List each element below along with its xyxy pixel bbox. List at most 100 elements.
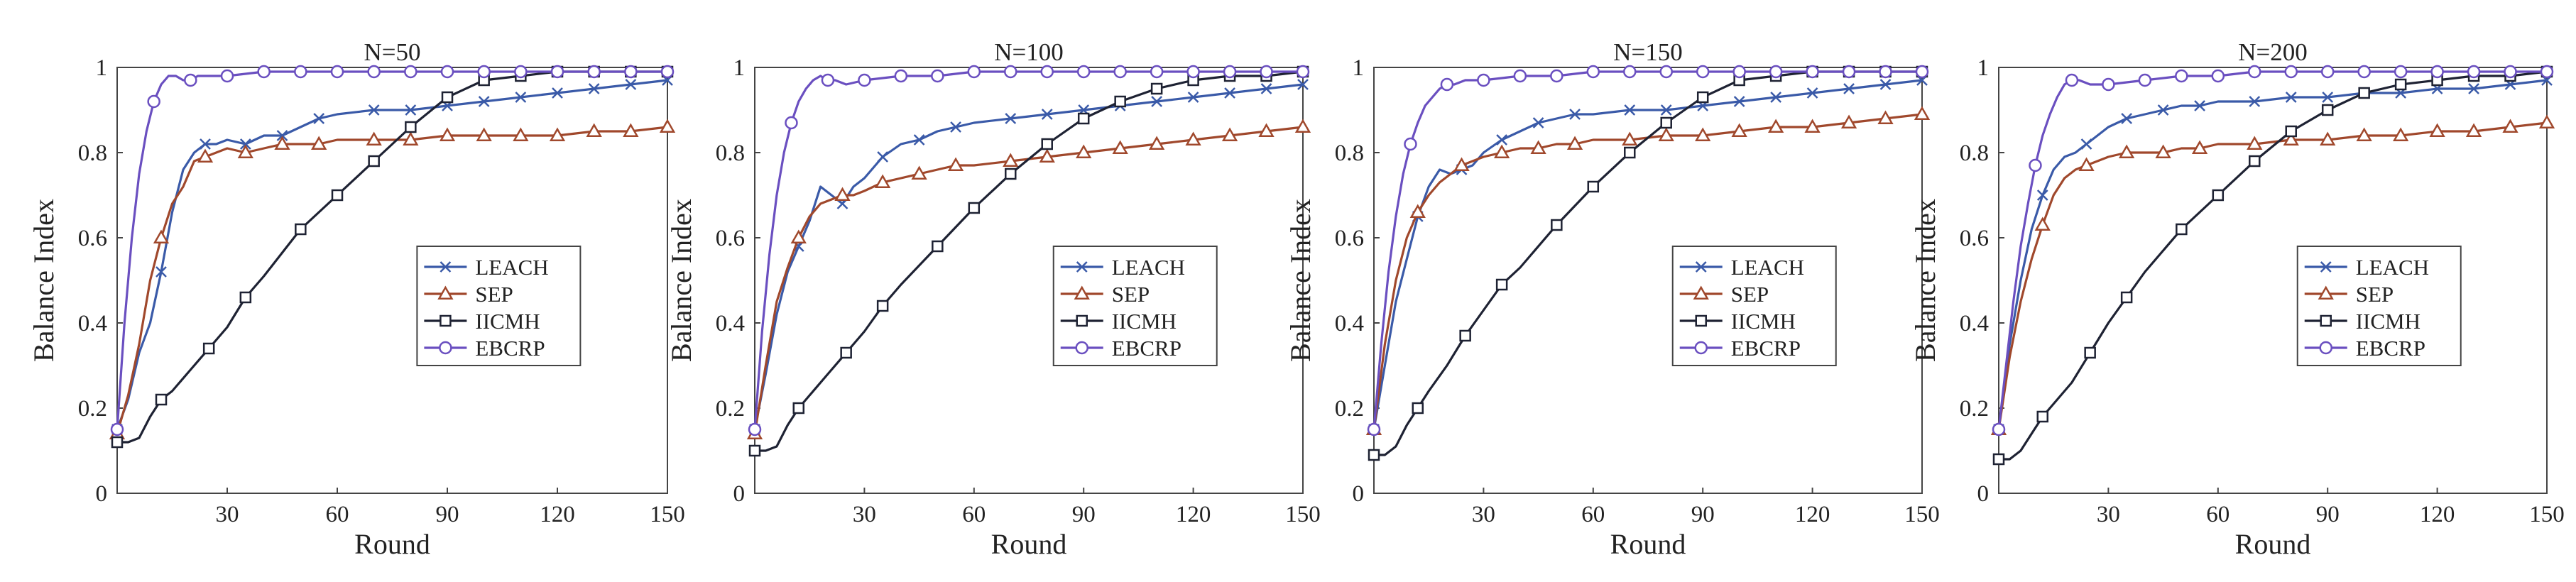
data-point — [257, 65, 271, 79]
data-point-stroke-b — [1770, 92, 1782, 103]
data-point — [2029, 158, 2042, 172]
data-point-stroke-b — [552, 87, 563, 99]
data-point — [220, 69, 234, 83]
data-point — [1041, 109, 1053, 120]
y-tick-label: 0.8 — [1335, 141, 1364, 166]
data-point — [1877, 110, 1894, 124]
data-point — [1879, 65, 1892, 79]
y-tick-label: 1 — [1977, 55, 1990, 81]
legend-label: IICMH — [2356, 309, 2421, 334]
y-axis-title: Balance Index — [1909, 199, 1941, 362]
data-point — [1113, 65, 1127, 79]
data-point-stroke-b — [2194, 100, 2205, 111]
data-point — [1660, 104, 1672, 116]
data-point — [1148, 136, 1165, 150]
series-leach — [1368, 75, 1928, 435]
data-point — [515, 92, 527, 103]
data-point — [1840, 114, 1857, 128]
data-point-stroke-b — [1660, 104, 1672, 116]
series-line — [1374, 70, 1922, 456]
x-tick-label: 90 — [1072, 502, 1096, 527]
data-point — [202, 342, 215, 355]
data-point — [1696, 65, 1710, 79]
data-point — [1005, 113, 1017, 124]
data-point — [1221, 127, 1238, 141]
data-point — [2194, 100, 2205, 111]
data-point — [405, 121, 417, 133]
data-point — [1587, 180, 1600, 193]
legend-label: IICMH — [1731, 309, 1796, 334]
x-tick-label: 120 — [540, 502, 575, 527]
y-tick-label: 0.2 — [716, 396, 745, 422]
x-tick-label: 30 — [1472, 502, 1495, 527]
data-point — [1003, 153, 1019, 167]
data-point — [1659, 65, 1673, 79]
data-point — [550, 65, 564, 79]
legend-marker — [439, 341, 452, 355]
legend-label: SEP — [1112, 282, 1150, 307]
data-point — [1477, 73, 1490, 87]
data-point — [588, 83, 600, 94]
x-axis-title: Round — [991, 528, 1067, 560]
data-point — [1150, 82, 1163, 95]
data-point-stroke-b — [368, 104, 380, 116]
data-point — [1879, 79, 1892, 90]
legend-marker-stroke-b — [1695, 261, 1707, 273]
data-point — [155, 266, 167, 278]
y-tick-label: 0.8 — [78, 141, 107, 166]
data-point — [1624, 146, 1636, 159]
data-point — [2211, 69, 2225, 83]
data-point — [2467, 65, 2481, 79]
legend-marker — [2320, 314, 2332, 327]
data-point — [1513, 69, 1527, 83]
y-tick-label: 0.6 — [78, 226, 107, 251]
data-point — [1806, 87, 1818, 99]
legend-marker — [437, 285, 454, 300]
data-point — [1914, 106, 1931, 120]
data-point — [932, 240, 944, 253]
series-ebcrp — [1367, 65, 1929, 436]
data-point — [2176, 223, 2188, 236]
data-point-stroke-b — [1005, 113, 1017, 124]
x-tick-label: 60 — [1581, 502, 1605, 527]
series-line — [1372, 79, 1923, 430]
y-tick-label: 0.2 — [78, 396, 107, 422]
data-point — [950, 121, 961, 133]
data-point — [2036, 190, 2048, 201]
data-point — [1532, 117, 1544, 128]
data-point — [440, 65, 454, 79]
data-point-stroke-b — [877, 151, 889, 163]
data-point — [313, 113, 325, 124]
data-point — [1404, 137, 1417, 151]
legend-label: EBCRP — [475, 336, 545, 361]
data-point — [2320, 131, 2336, 146]
data-point-stroke-b — [276, 130, 288, 141]
series-ebcrp — [1992, 65, 2554, 436]
plot-frame — [116, 67, 668, 494]
data-point — [2430, 65, 2444, 79]
series-line — [1999, 70, 2548, 461]
data-point — [1151, 96, 1163, 107]
legend-label: IICMH — [475, 309, 540, 334]
y-tick-label: 0.8 — [716, 141, 745, 166]
legend-marker — [1076, 261, 1088, 273]
y-tick-label: 1 — [733, 55, 746, 81]
data-point — [2175, 69, 2188, 83]
data-point — [1769, 65, 1783, 79]
data-point — [1496, 134, 1508, 146]
data-point — [2285, 92, 2297, 103]
data-point — [623, 123, 639, 137]
data-point — [439, 127, 456, 141]
data-point — [2036, 410, 2049, 423]
data-point — [2138, 73, 2152, 87]
data-point — [1367, 422, 1381, 436]
data-point-stroke-b — [1569, 109, 1581, 120]
data-point — [1733, 96, 1745, 107]
legend-marker-stroke-b — [2320, 261, 2332, 273]
data-point-stroke-b — [950, 121, 961, 133]
y-tick-label: 0.4 — [716, 311, 745, 336]
data-point — [2429, 123, 2445, 137]
series-iicmh — [1992, 65, 2553, 466]
series-sep — [1365, 106, 1931, 435]
data-point-stroke-b — [239, 138, 251, 150]
